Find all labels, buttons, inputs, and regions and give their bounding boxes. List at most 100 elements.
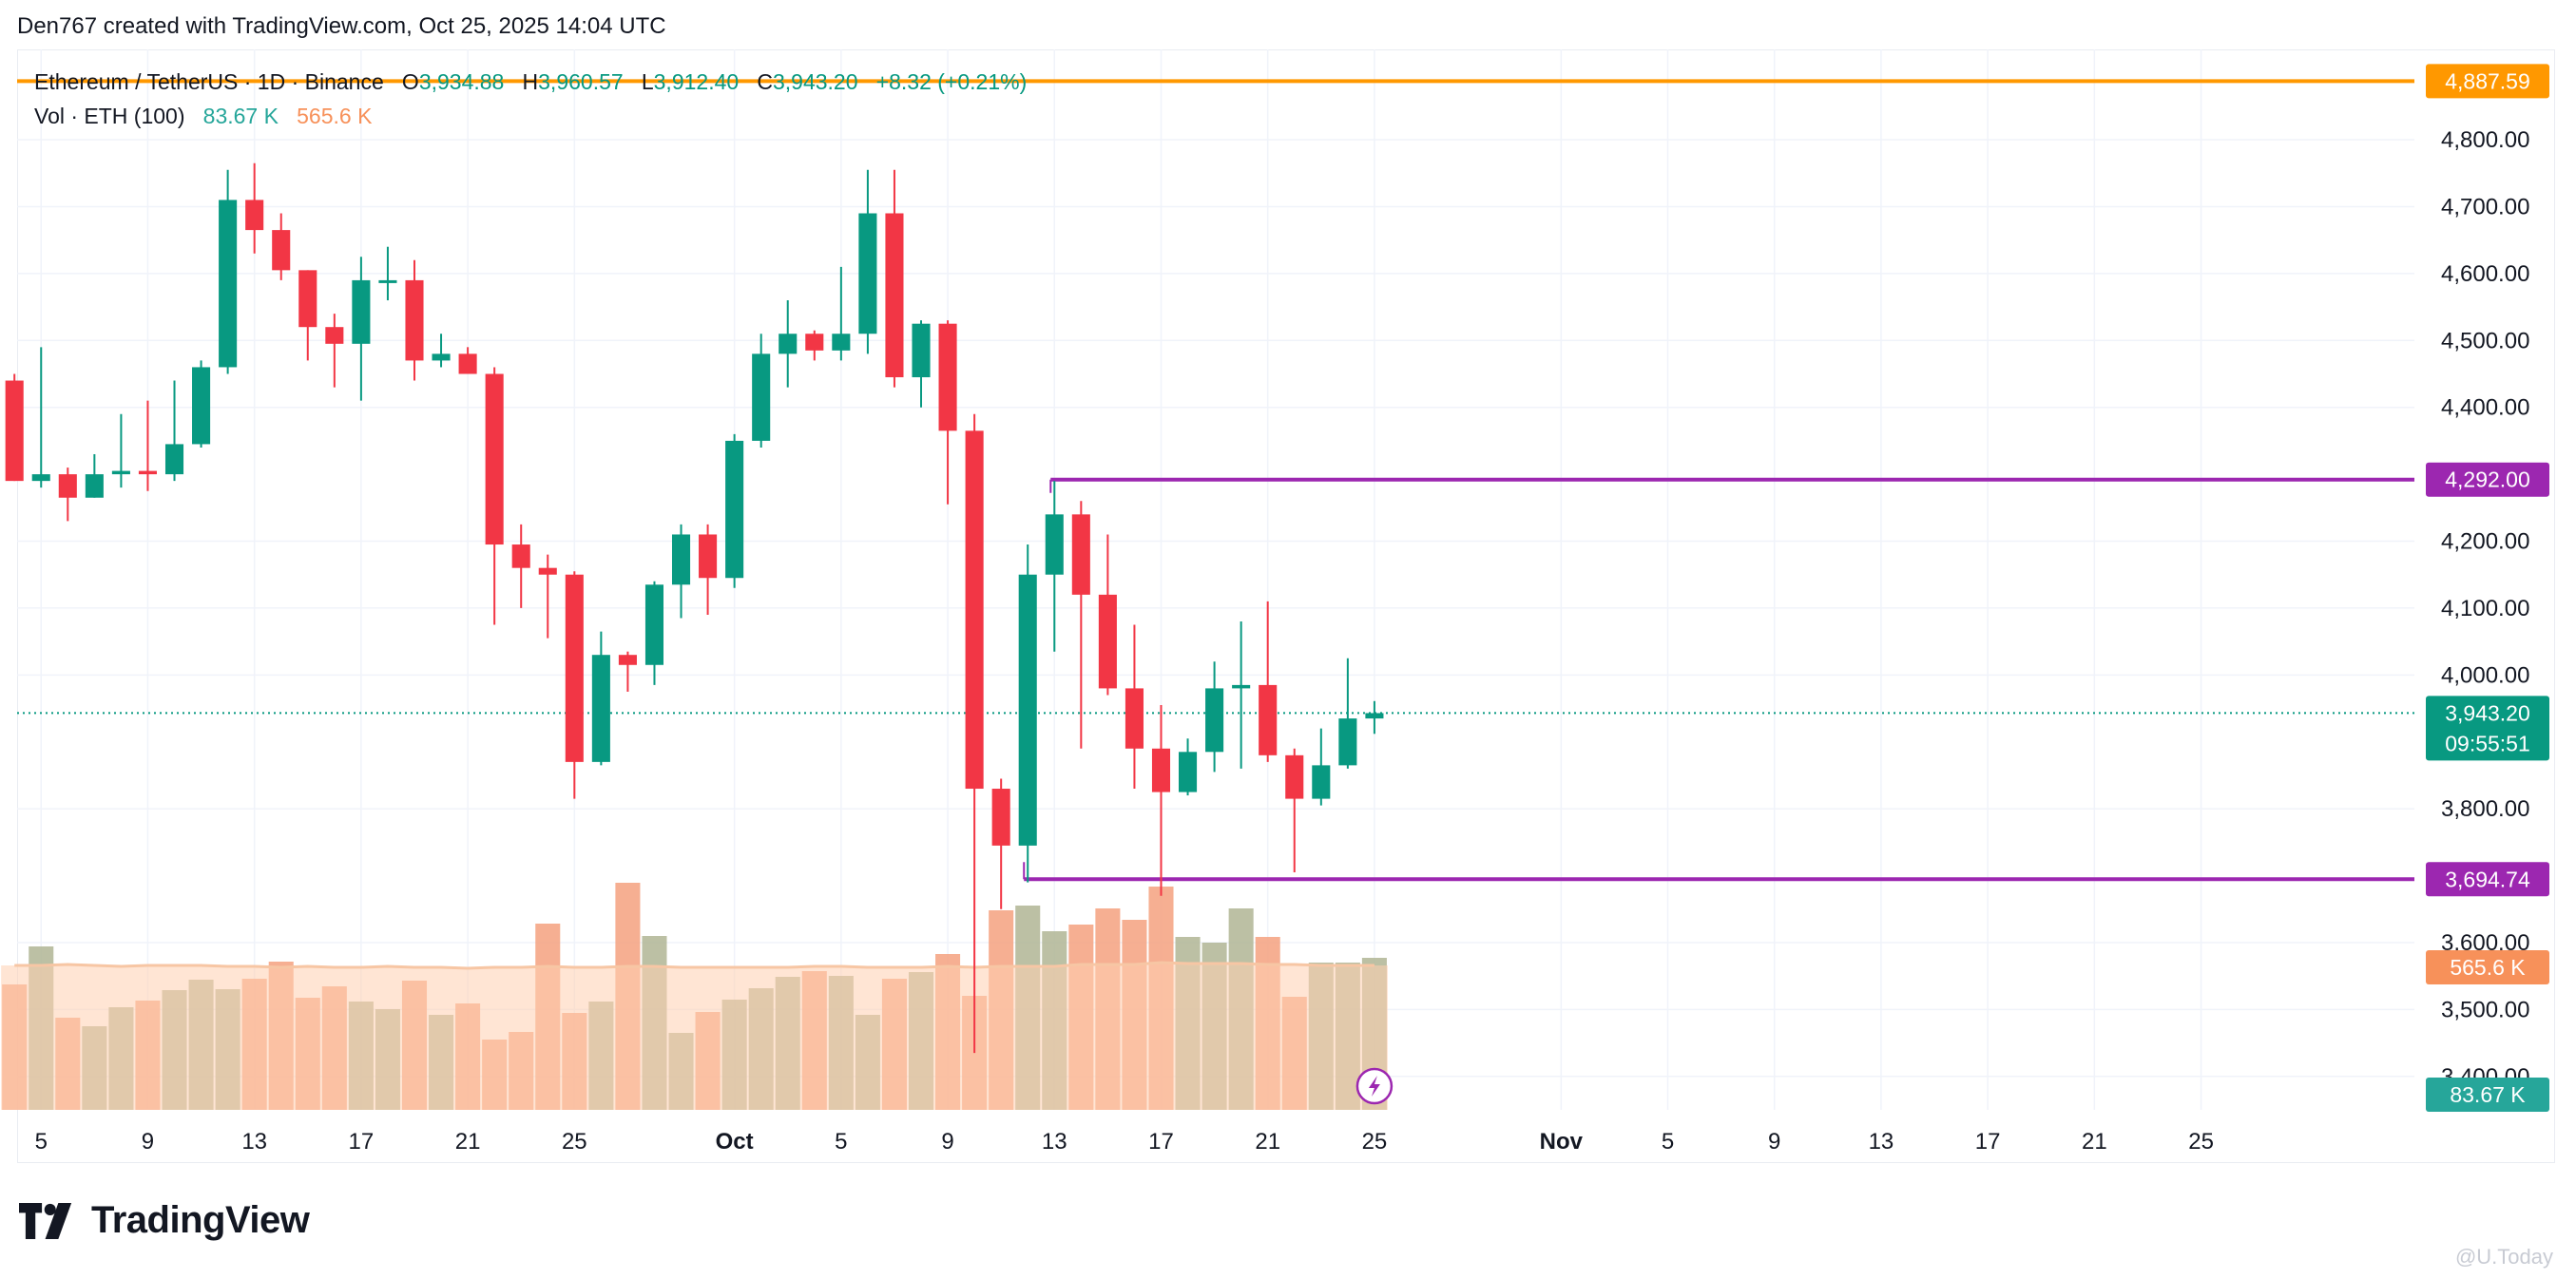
volume-ma-line bbox=[14, 961, 1375, 970]
y-tick-label: 4,400.00 bbox=[2441, 395, 2529, 421]
candle-body bbox=[325, 327, 344, 344]
last-price-tag: 3,943.20 bbox=[2445, 700, 2530, 725]
candle-body bbox=[885, 213, 904, 378]
candle-body bbox=[1098, 594, 1117, 689]
candle-body bbox=[671, 534, 691, 585]
volume-ma-tag: 565.6 K bbox=[2450, 955, 2526, 980]
tradingview-logo-icon bbox=[19, 1202, 72, 1239]
candle-body bbox=[1312, 765, 1331, 799]
x-tick-label: 25 bbox=[2188, 1129, 2214, 1155]
y-tick-label: 4,800.00 bbox=[2441, 127, 2529, 153]
candle-body bbox=[58, 474, 77, 498]
candle-body bbox=[5, 380, 24, 482]
volume-value: 83.67 K bbox=[202, 104, 279, 128]
y-tick-label: 4,600.00 bbox=[2441, 261, 2529, 287]
candle-body bbox=[272, 230, 291, 271]
candle-body bbox=[164, 444, 184, 475]
x-tick-label: 17 bbox=[1975, 1129, 2001, 1155]
y-tick-label: 4,100.00 bbox=[2441, 596, 2529, 621]
volume-tag: 83.67 K bbox=[2450, 1082, 2526, 1107]
candle-body bbox=[432, 353, 451, 361]
close-key: C bbox=[757, 69, 773, 94]
y-tick-label: 4,500.00 bbox=[2441, 328, 2529, 353]
x-tick-label: 25 bbox=[562, 1129, 587, 1155]
x-tick-label: 5 bbox=[835, 1129, 847, 1155]
volume-ma-area bbox=[1, 963, 1388, 1110]
x-tick-label: Nov bbox=[1540, 1129, 1584, 1155]
volume-ma-tag-bg bbox=[2426, 950, 2549, 984]
candle-body bbox=[192, 367, 211, 445]
volume-layer bbox=[1, 883, 1388, 1110]
candle-body bbox=[991, 789, 1010, 846]
y-tick-label: 4,000.00 bbox=[2441, 662, 2529, 688]
candle-body bbox=[405, 279, 424, 361]
high-value: 3,960.57 bbox=[538, 69, 624, 94]
x-tick-label: 13 bbox=[241, 1129, 267, 1155]
candle-body bbox=[805, 334, 824, 351]
chart-legend: Ethereum / TetherUS · 1D · Binance O3,93… bbox=[34, 65, 1027, 133]
countdown-tag: 09:55:51 bbox=[2445, 731, 2530, 755]
y-tick-label: 4,200.00 bbox=[2441, 529, 2529, 555]
candle-body bbox=[618, 655, 637, 665]
x-tick-label: 21 bbox=[455, 1129, 481, 1155]
candle-body bbox=[699, 534, 718, 579]
y-tick-label: 3,800.00 bbox=[2441, 796, 2529, 822]
x-tick-label: 9 bbox=[142, 1129, 154, 1155]
volume-tag-bg bbox=[2426, 1078, 2549, 1112]
lightning-glyph bbox=[1368, 1076, 1380, 1097]
high-key: H bbox=[522, 69, 539, 94]
candle-body bbox=[565, 574, 584, 762]
candle-body bbox=[245, 200, 264, 231]
price-level-tag: 4,887.59 bbox=[2445, 68, 2530, 93]
candle-body bbox=[1259, 684, 1278, 755]
x-tick-label: 21 bbox=[1255, 1129, 1280, 1155]
candle-layer bbox=[5, 162, 1394, 1105]
candle-body bbox=[1018, 574, 1037, 846]
open-key: O bbox=[401, 69, 419, 94]
candle-body bbox=[1125, 688, 1144, 749]
price-level-tag: 3,694.74 bbox=[2445, 867, 2530, 891]
volume-ma-value: 565.6 K bbox=[297, 104, 373, 128]
low-key: L bbox=[641, 69, 654, 94]
x-tick-label: 17 bbox=[1148, 1129, 1174, 1155]
tradingview-brand[interactable]: TradingView bbox=[19, 1199, 310, 1242]
chart-frame bbox=[17, 49, 2555, 1163]
candle-body bbox=[938, 323, 957, 431]
chart-attribution: Den767 created with TradingView.com, Oct… bbox=[17, 13, 666, 39]
candle-body bbox=[1338, 718, 1357, 766]
x-tick-label: 21 bbox=[2082, 1129, 2107, 1155]
candle-body bbox=[1071, 514, 1090, 595]
x-tick-label: 5 bbox=[1662, 1129, 1674, 1155]
price-level-tag-bg bbox=[2426, 862, 2549, 897]
candle-body bbox=[298, 270, 317, 328]
level-layer bbox=[17, 79, 2414, 882]
x-tick-label: 25 bbox=[1362, 1129, 1388, 1155]
candle-body bbox=[1045, 514, 1064, 575]
price-level-tag: 4,292.00 bbox=[2445, 468, 2530, 492]
candle-body bbox=[591, 655, 610, 762]
candle-body bbox=[779, 334, 798, 354]
candle-body bbox=[85, 474, 104, 498]
y-tick-label: 3,500.00 bbox=[2441, 997, 2529, 1022]
candle-body bbox=[832, 334, 851, 351]
legend-volume-row: Vol · ETH (100) 83.67 K 565.6 K bbox=[34, 99, 1027, 133]
tag-layer: 4,887.59 4,292.00 3,694.74 3,943.20 09:55:51… bbox=[2426, 64, 2549, 1112]
x-tick-label: Oct bbox=[716, 1129, 754, 1155]
price-level-tag-bg bbox=[2426, 64, 2549, 99]
volume-label[interactable]: Vol · ETH (100) bbox=[34, 104, 185, 128]
candle-body bbox=[458, 353, 477, 374]
candle-body bbox=[858, 213, 877, 334]
legend-price-row: Ethereum / TetherUS · 1D · Binance O3,93… bbox=[34, 65, 1027, 99]
candle-body bbox=[1232, 684, 1251, 689]
candle-body bbox=[1365, 713, 1384, 719]
x-tick-label: 9 bbox=[941, 1129, 953, 1155]
y-tick-label: 4,700.00 bbox=[2441, 194, 2529, 220]
brand-name: TradingView bbox=[91, 1199, 310, 1241]
price-level-tag-bg bbox=[2426, 462, 2549, 497]
candle-body bbox=[138, 470, 157, 475]
symbol-label[interactable]: Ethereum / TetherUS · 1D · Binance bbox=[34, 69, 384, 94]
close-value: 3,943.20 bbox=[772, 69, 858, 94]
change-value: +8.32 (+0.21%) bbox=[875, 69, 1028, 94]
watermark-text: @U.Today bbox=[2454, 1245, 2553, 1269]
